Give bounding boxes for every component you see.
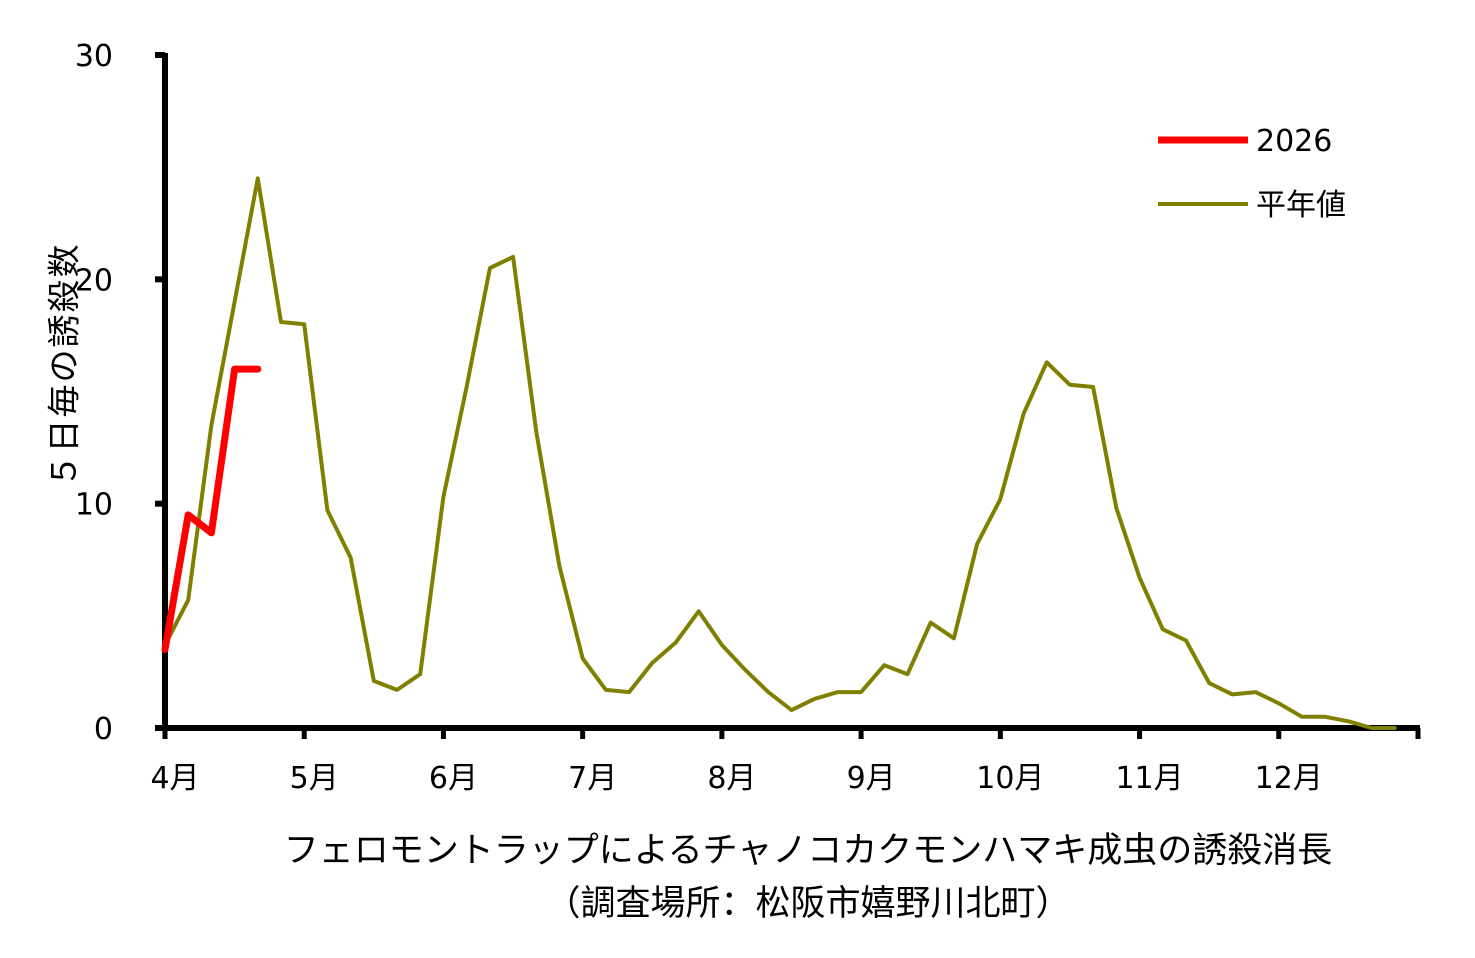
x-tick-label: 4月 bbox=[150, 761, 199, 796]
x-tick-label: 10月 bbox=[976, 761, 1044, 796]
x-tick-label: 6月 bbox=[429, 761, 478, 796]
axes bbox=[155, 52, 1421, 739]
x-tick-label: 7月 bbox=[568, 761, 617, 796]
x-caption-line-2: （調査場所：松阪市嬉野川北町） bbox=[545, 884, 1070, 924]
series-layer bbox=[161, 176, 1397, 730]
legend-label-2026: 2026 bbox=[1256, 124, 1332, 159]
y-tick-label: 20 bbox=[75, 263, 113, 298]
x-tick-label: 9月 bbox=[847, 761, 896, 796]
y-tick-label: 10 bbox=[75, 488, 113, 523]
x-tick-label: 8月 bbox=[707, 761, 756, 796]
x-tick-label: 12月 bbox=[1255, 761, 1323, 796]
y-tick-label: 0 bbox=[94, 712, 113, 747]
x-tick-label: 5月 bbox=[290, 761, 339, 796]
series-line-normal bbox=[163, 176, 1397, 730]
x-tick-label: 11月 bbox=[1115, 761, 1183, 796]
legend-label-normal: 平年値 bbox=[1256, 188, 1346, 223]
y-axis-title: ５日毎の誘殺数 bbox=[45, 243, 84, 488]
legend: 2026 平年値 bbox=[1158, 124, 1346, 223]
series-line-2026 bbox=[161, 365, 262, 653]
y-tick-label: 30 bbox=[75, 39, 113, 74]
tick-labels: 0 10 20 30 4月 5月 6月 7月 8月 9月 10月 11月 12月 bbox=[75, 39, 1323, 796]
x-caption-line-1: フェロモントラップによるチャノコカクモンハマキ成虫の誘殺消長 bbox=[284, 831, 1333, 871]
